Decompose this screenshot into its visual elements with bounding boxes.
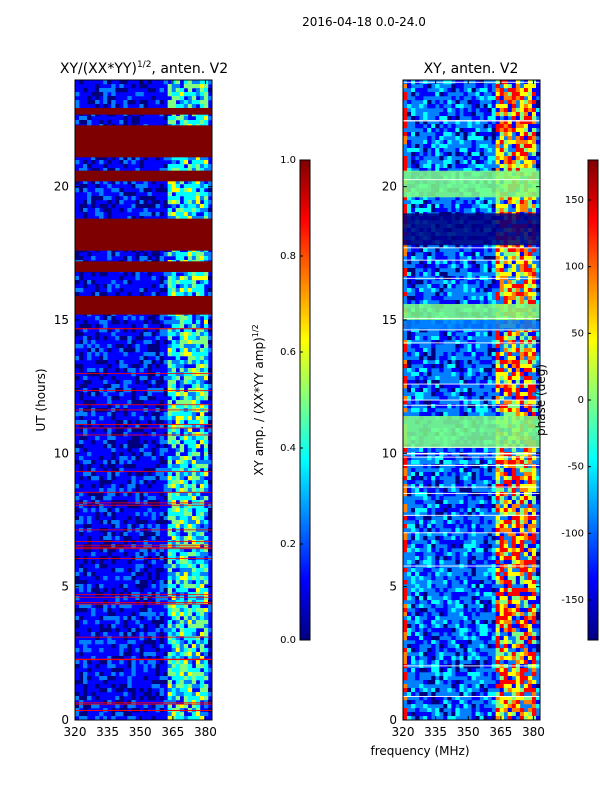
x-tick-label: 365 [489, 725, 512, 739]
y-tick-label: 0 [61, 713, 69, 727]
x-tick-label: 380 [194, 725, 217, 739]
left-heatmap [75, 80, 212, 720]
right-axis-ticks: 320 335 350 365 380 0 5 10 15 20 [382, 80, 545, 739]
x-tick-label: 320 [64, 725, 87, 739]
left-colorbar-label: XY amp. / (XX*YY amp)1/2 [251, 324, 266, 475]
left-colorbar [299, 159, 311, 641]
left-colorbar-label-exponent: 1/2 [251, 324, 260, 337]
x-tick-label: 335 [424, 725, 447, 739]
x-tick-label: 350 [129, 725, 152, 739]
left-colorbar-label-main: XY amp. / (XX*YY amp) [252, 337, 266, 475]
colorbar-tick-label: -150 [561, 595, 584, 606]
colorbar-tick-label: -50 [568, 462, 584, 473]
y-tick-label: 0 [389, 713, 397, 727]
left-axes-frame [74, 79, 213, 721]
y-tick-label: 15 [382, 313, 397, 327]
right-colorbar-ticks: -150 -100 -50 0 50 100 150 [561, 195, 591, 606]
left-title-exponent: 1/2 [137, 60, 151, 70]
right-axes-frame [402, 79, 541, 721]
shared-xlabel: frequency (MHz) [370, 744, 469, 758]
y-tick-label: 20 [54, 180, 69, 194]
colorbar-tick-label: 0.2 [280, 539, 296, 550]
colorbar-tick-label: 0.4 [280, 443, 296, 454]
left-ylabel: UT (hours) [34, 368, 48, 431]
y-tick-label: 10 [382, 446, 397, 460]
left-title-main: XY/(XX*YY) [60, 61, 137, 77]
y-tick-label: 20 [382, 180, 397, 194]
colorbar-tick-label: -100 [561, 528, 584, 539]
y-tick-label: 10 [54, 446, 69, 460]
right-panel-title: XY, anten. V2 [424, 61, 519, 77]
left-colorbar-ticks: 0.0 0.2 0.4 0.6 0.8 1.0 [280, 155, 303, 646]
x-tick-label: 335 [96, 725, 119, 739]
y-tick-label: 5 [389, 580, 397, 594]
left-panel-title: XY/(XX*YY)1/2, anten. V2 [60, 60, 228, 77]
x-tick-label: 350 [457, 725, 480, 739]
colorbar-tick-label: 100 [565, 262, 584, 273]
colorbar-tick-label: 1.0 [280, 155, 296, 166]
figure-suptitle: 2016-04-18 0.0-24.0 [302, 15, 426, 29]
y-tick-label: 5 [61, 580, 69, 594]
right-colorbar-label: phase (deg) [534, 364, 548, 436]
left-axis-ticks: 320 335 350 365 380 0 5 10 15 20 [54, 80, 217, 739]
right-heatmap [403, 80, 540, 720]
colorbar-tick-label: 150 [565, 195, 584, 206]
colorbar-tick-label: 0.6 [280, 347, 296, 358]
colorbar-tick-label: 0 [578, 395, 584, 406]
colorbar-tick-label: 0.8 [280, 251, 296, 262]
y-tick-label: 15 [54, 313, 69, 327]
left-title-suffix: , anten. V2 [151, 61, 228, 77]
x-tick-label: 380 [522, 725, 545, 739]
x-tick-label: 320 [392, 725, 415, 739]
colorbar-tick-label: 50 [571, 328, 584, 339]
x-tick-label: 365 [161, 725, 184, 739]
colorbar-tick-label: 0.0 [280, 635, 296, 646]
